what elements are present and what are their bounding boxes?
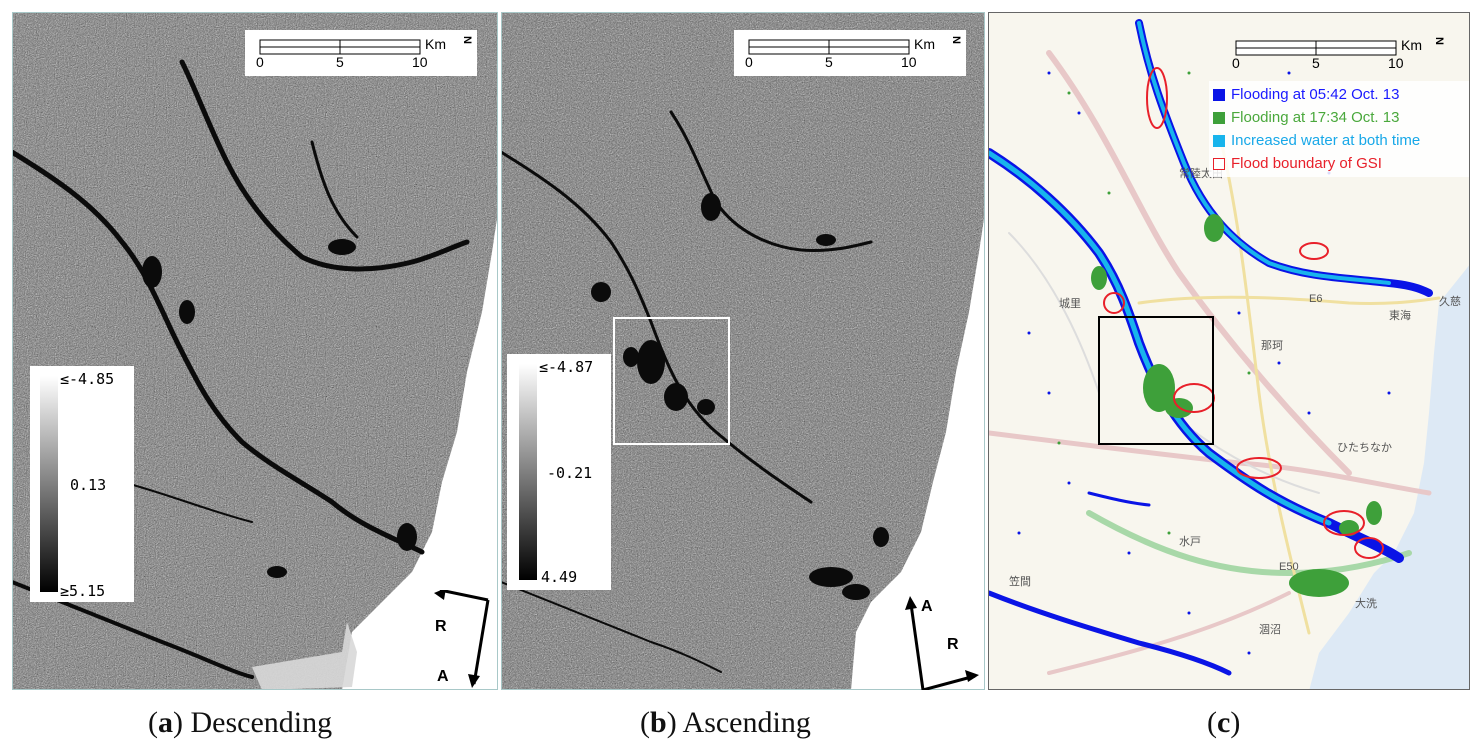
map-label-hitachinaka: ひたちなか bbox=[1337, 442, 1392, 454]
north-arrow-icon: N bbox=[461, 36, 473, 44]
map-label-mito: 水戸 bbox=[1179, 536, 1201, 548]
scale-unit: Km bbox=[914, 36, 935, 52]
azimuth-label: A bbox=[437, 668, 449, 685]
legend-item-increased-water: Increased water at both time bbox=[1213, 129, 1469, 152]
caption-text: Ascending bbox=[682, 706, 811, 739]
legend-swatch bbox=[1213, 111, 1225, 124]
caption-letter: a bbox=[158, 706, 173, 739]
caption-c: (c) bbox=[1207, 706, 1241, 739]
scale-tick-10: 10 bbox=[412, 54, 428, 70]
colorbar-mid-label: -0.21 bbox=[547, 464, 593, 482]
scale-tick-0: 0 bbox=[1232, 55, 1240, 71]
north-arrow-icon: N bbox=[1433, 37, 1445, 45]
scale-tick-5: 5 bbox=[825, 54, 833, 70]
colorbar-mid-label: 0.13 bbox=[70, 476, 107, 494]
colorbar-top-label: ≤-4.87 bbox=[539, 358, 594, 376]
colorbar-bottom-label: 4.49 bbox=[541, 568, 578, 586]
panel-a-descending: 0 5 10 Km N ≤-4.85 0.13 ≥5.15 R A bbox=[12, 12, 498, 690]
range-label: R bbox=[947, 636, 959, 653]
scale-tick-5: 5 bbox=[336, 54, 344, 70]
scale-unit: Km bbox=[1401, 37, 1422, 53]
scale-bar-b: 0 5 10 Km N bbox=[734, 30, 966, 76]
scale-tick-10: 10 bbox=[901, 54, 917, 70]
scale-tick-10: 10 bbox=[1388, 55, 1404, 71]
scale-unit: Km bbox=[425, 36, 446, 52]
map-label-naka: 那珂 bbox=[1261, 340, 1283, 352]
legend-item-gsi-boundary: Flood boundary of GSI bbox=[1213, 152, 1469, 175]
caption-b: (b) Ascending bbox=[640, 706, 811, 739]
map-label-kasama: 笠間 bbox=[1009, 576, 1031, 588]
study-area-box-c bbox=[1098, 316, 1214, 445]
caption-text: Descending bbox=[190, 706, 333, 739]
caption-letter: c bbox=[1217, 706, 1231, 739]
study-area-box-b bbox=[613, 317, 730, 445]
scale-bar-c: 0 5 10 Km N bbox=[1221, 31, 1449, 77]
caption-letter: b bbox=[650, 706, 667, 739]
map-label-shirosato: 城里 bbox=[1059, 298, 1081, 310]
range-label: R bbox=[435, 618, 447, 635]
legend-item-flooding-evening: Flooding at 17:34 Oct. 13 bbox=[1213, 106, 1469, 129]
map-label-tokai: 東海 bbox=[1389, 310, 1411, 322]
colorbar-b: ≤-4.87 -0.21 4.49 bbox=[507, 354, 611, 590]
colorbar-top-label: ≤-4.85 bbox=[60, 370, 115, 388]
map-label-kuji: 久慈 bbox=[1439, 296, 1461, 308]
map-label-oarai: 大洗 bbox=[1355, 598, 1377, 610]
flood-legend: Flooding at 05:42 Oct. 13 Flooding at 17… bbox=[1209, 81, 1469, 177]
panel-c-flood-map: 常陸太田 久慈 E6 東海 那珂 ひたちなか 水戸 笠間 E50 大洗 涸沼 城… bbox=[988, 12, 1470, 690]
caption-a: (a) Descending bbox=[148, 706, 333, 739]
legend-item-flooding-morning: Flooding at 05:42 Oct. 13 bbox=[1213, 83, 1469, 106]
legend-label: Flooding at 17:34 Oct. 13 bbox=[1231, 109, 1400, 126]
sar-image-ascending bbox=[501, 12, 985, 690]
map-label-e50: E50 bbox=[1279, 561, 1299, 573]
colorbar-bottom-label: ≥5.15 bbox=[60, 582, 106, 600]
north-arrow-icon: N bbox=[950, 36, 962, 44]
scale-tick-0: 0 bbox=[745, 54, 753, 70]
legend-swatch bbox=[1213, 157, 1225, 170]
scale-bar-a: 0 5 10 Km N bbox=[245, 30, 477, 76]
look-direction-arrows-a bbox=[434, 590, 490, 688]
legend-swatch bbox=[1213, 88, 1225, 101]
legend-label: Increased water at both time bbox=[1231, 132, 1421, 149]
legend-swatch bbox=[1213, 134, 1225, 147]
colorbar-a: ≤-4.85 0.13 ≥5.15 bbox=[30, 366, 134, 602]
map-label-e6: E6 bbox=[1309, 293, 1323, 305]
panel-b-ascending: 0 5 10 Km N ≤-4.87 -0.21 4.49 A R bbox=[501, 12, 985, 690]
scale-tick-5: 5 bbox=[1312, 55, 1320, 71]
look-direction-arrows-b bbox=[905, 596, 979, 690]
map-label-hinuma: 涸沼 bbox=[1259, 624, 1281, 636]
azimuth-label: A bbox=[921, 598, 933, 615]
scale-tick-0: 0 bbox=[256, 54, 264, 70]
legend-label: Flooding at 05:42 Oct. 13 bbox=[1231, 86, 1400, 103]
legend-label: Flood boundary of GSI bbox=[1231, 155, 1382, 172]
